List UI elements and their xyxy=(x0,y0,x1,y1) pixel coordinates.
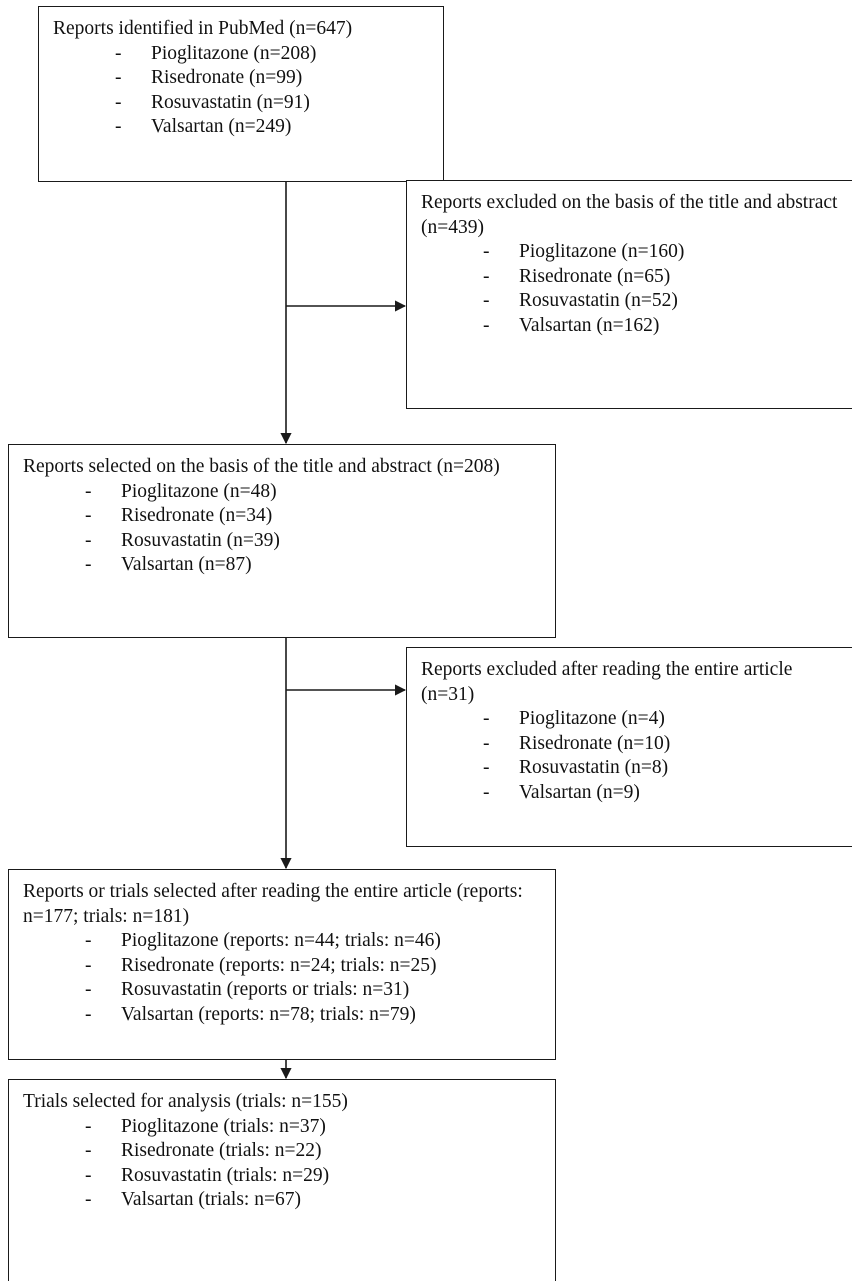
list-item: Pioglitazone (trials: n=37) xyxy=(23,1115,541,1140)
drug-list: Pioglitazone (n=208) Risedronate (n=99) … xyxy=(53,42,429,140)
box-selected-full-article: Reports or trials selected after reading… xyxy=(8,869,556,1060)
list-item: Pioglitazone (n=160) xyxy=(421,240,841,265)
list-item: Valsartan (reports: n=78; trials: n=79) xyxy=(23,1003,541,1028)
list-item: Risedronate (trials: n=22) xyxy=(23,1139,541,1164)
list-item: Risedronate (n=10) xyxy=(421,732,841,757)
box-excluded-title-abstract: Reports excluded on the basis of the tit… xyxy=(406,180,852,409)
box-title: Reports or trials selected after reading… xyxy=(23,881,523,927)
list-item: Risedronate (n=34) xyxy=(23,504,541,529)
box-title: Reports excluded on the basis of the tit… xyxy=(421,192,838,238)
box-title: Reports selected on the basis of the tit… xyxy=(23,456,500,477)
box-title: Reports identified in PubMed (n=647) xyxy=(53,18,353,39)
drug-list: Pioglitazone (n=48) Risedronate (n=34) R… xyxy=(23,480,541,578)
list-item: Pioglitazone (n=208) xyxy=(53,42,429,67)
box-trials-for-analysis: Trials selected for analysis (trials: n=… xyxy=(8,1079,556,1281)
drug-list: Pioglitazone (n=4) Risedronate (n=10) Ro… xyxy=(421,707,841,805)
box-excluded-full-article: Reports excluded after reading the entir… xyxy=(406,647,852,847)
list-item: Risedronate (reports: n=24; trials: n=25… xyxy=(23,954,541,979)
drug-list: Pioglitazone (reports: n=44; trials: n=4… xyxy=(23,929,541,1027)
list-item: Valsartan (trials: n=67) xyxy=(23,1188,541,1213)
box-selected-title-abstract: Reports selected on the basis of the tit… xyxy=(8,444,556,638)
list-item: Pioglitazone (n=48) xyxy=(23,480,541,505)
list-item: Rosuvastatin (reports or trials: n=31) xyxy=(23,978,541,1003)
list-item: Rosuvastatin (n=91) xyxy=(53,91,429,116)
list-item: Pioglitazone (reports: n=44; trials: n=4… xyxy=(23,929,541,954)
list-item: Rosuvastatin (n=39) xyxy=(23,529,541,554)
box-reports-identified: Reports identified in PubMed (n=647) Pio… xyxy=(38,6,444,182)
list-item: Risedronate (n=99) xyxy=(53,66,429,91)
list-item: Rosuvastatin (n=52) xyxy=(421,289,841,314)
list-item: Pioglitazone (n=4) xyxy=(421,707,841,732)
list-item: Valsartan (n=162) xyxy=(421,314,841,339)
list-item: Valsartan (n=9) xyxy=(421,781,841,806)
list-item: Valsartan (n=249) xyxy=(53,115,429,140)
list-item: Risedronate (n=65) xyxy=(421,265,841,290)
box-title: Reports excluded after reading the entir… xyxy=(421,659,793,705)
box-title: Trials selected for analysis (trials: n=… xyxy=(23,1091,348,1112)
list-item: Rosuvastatin (n=8) xyxy=(421,756,841,781)
drug-list: Pioglitazone (trials: n=37) Risedronate … xyxy=(23,1115,541,1213)
list-item: Valsartan (n=87) xyxy=(23,553,541,578)
drug-list: Pioglitazone (n=160) Risedronate (n=65) … xyxy=(421,240,841,338)
list-item: Rosuvastatin (trials: n=29) xyxy=(23,1164,541,1189)
